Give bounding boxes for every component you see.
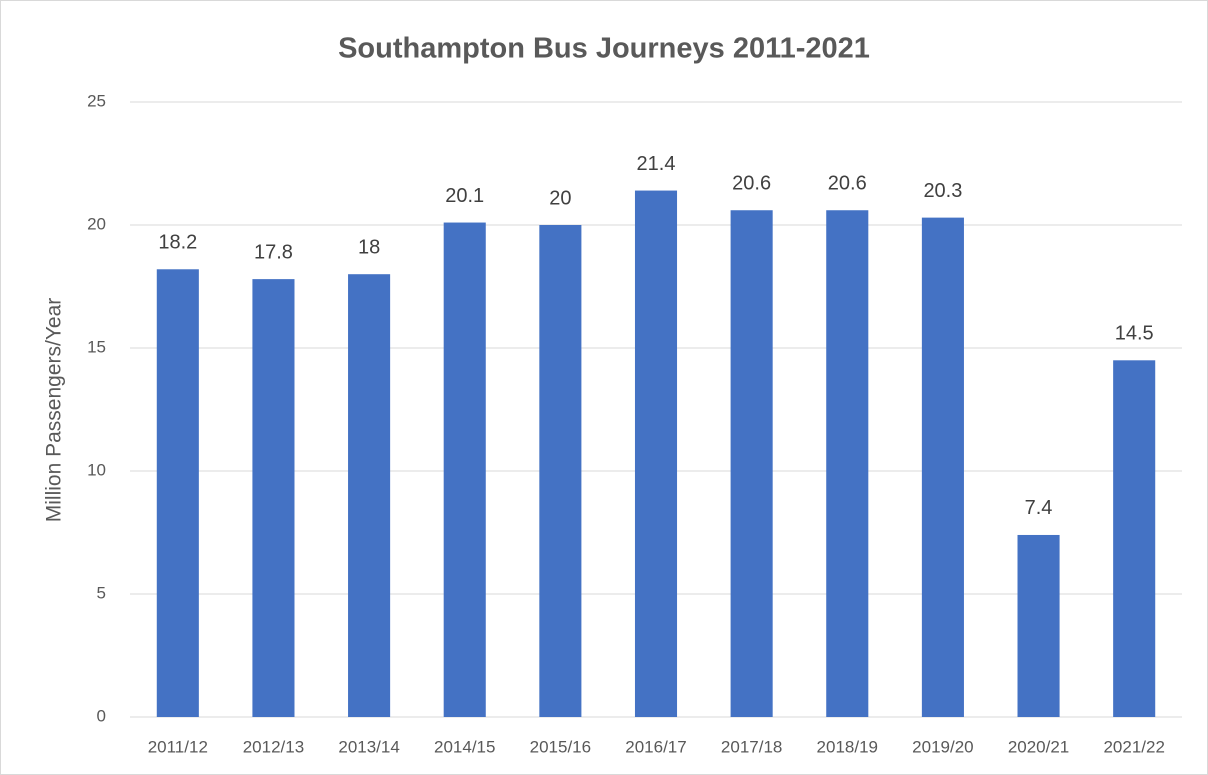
- bar: [252, 279, 295, 717]
- bar: [826, 210, 869, 718]
- x-tick-label: 2017/18: [721, 737, 782, 756]
- x-tick-label: 2014/15: [434, 737, 495, 756]
- x-tick-label: 2019/20: [912, 737, 973, 756]
- x-tick-label: 2011/12: [148, 737, 208, 756]
- data-label: 17.8: [254, 241, 293, 263]
- y-tick-label: 25: [87, 91, 106, 110]
- bar: [156, 269, 199, 717]
- bar: [539, 225, 582, 717]
- data-label: 18: [358, 236, 380, 258]
- bar: [634, 190, 678, 717]
- y-tick-label: 5: [97, 583, 106, 602]
- data-label: 20: [549, 187, 571, 209]
- bar: [1113, 360, 1156, 717]
- y-tick-label: 15: [87, 337, 106, 356]
- x-tick-label: 2018/19: [817, 737, 878, 756]
- y-tick-label: 10: [87, 460, 106, 479]
- x-tick-label: 2012/13: [243, 737, 304, 756]
- data-label: 14.5: [1115, 323, 1154, 345]
- x-tick-label: 2015/16: [530, 737, 591, 756]
- chart-title: Southampton Bus Journeys 2011-2021: [338, 33, 870, 65]
- data-label: 21.4: [637, 153, 676, 175]
- bar: [1017, 534, 1060, 717]
- data-label: 20.6: [828, 173, 867, 195]
- bar: [921, 217, 964, 717]
- y-tick-label: 20: [87, 214, 106, 233]
- bar: [348, 274, 391, 717]
- bar: [730, 210, 773, 718]
- data-label: 20.3: [923, 180, 962, 202]
- y-axis-label: Million Passengers/Year: [43, 298, 66, 523]
- data-label: 7.4: [1025, 497, 1053, 519]
- x-tick-label: 2021/22: [1103, 737, 1164, 756]
- x-tick-label: 2013/14: [338, 737, 399, 756]
- data-label: 20.1: [445, 185, 484, 207]
- x-tick-label: 2016/17: [625, 737, 686, 756]
- data-label: 18.2: [158, 232, 197, 254]
- data-label: 20.6: [732, 173, 771, 195]
- bar: [443, 222, 486, 718]
- x-tick-label: 2020/21: [1008, 737, 1069, 756]
- y-tick-label: 0: [97, 706, 106, 725]
